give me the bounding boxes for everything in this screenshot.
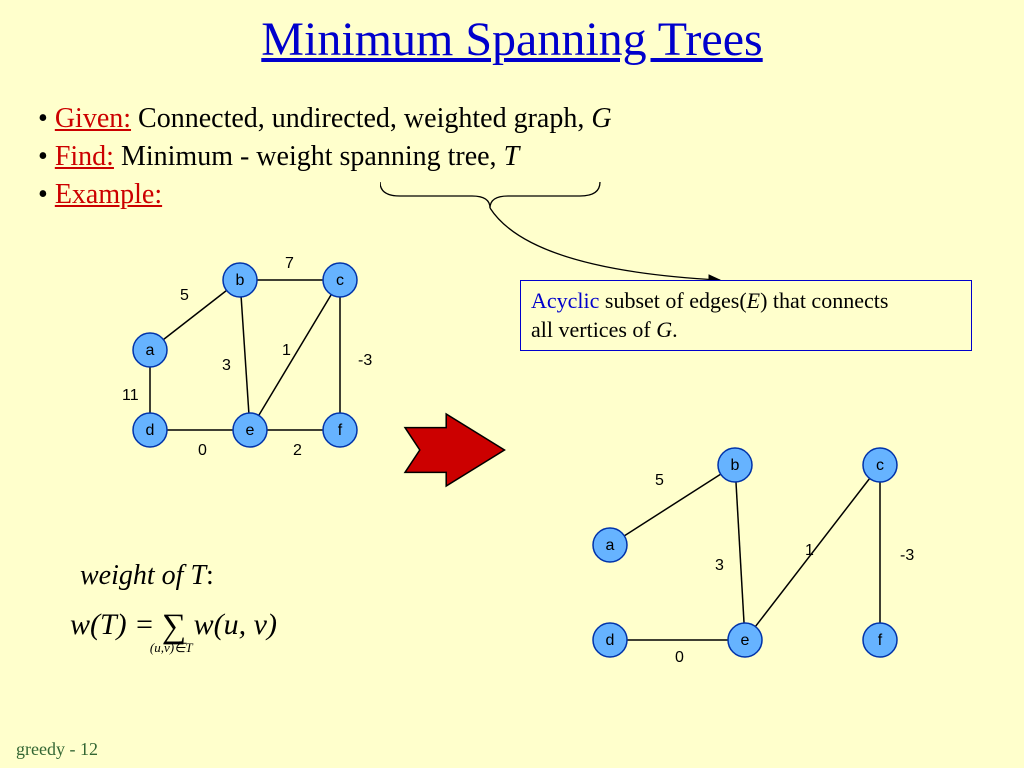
svg-text:e: e (246, 422, 255, 439)
example-label: Example: (55, 179, 162, 210)
slide-footer: greedy - 12 (16, 739, 98, 760)
bullet-dot: • (38, 141, 55, 172)
formula-rhs: w(u, v) (194, 608, 277, 641)
svg-text:e: e (741, 632, 750, 649)
svg-text:0: 0 (198, 442, 207, 459)
weight-colon: : (206, 560, 214, 591)
svg-text:b: b (731, 457, 740, 474)
formula: w(T) = ∑ (u,v)∈T w(u, v) (70, 608, 277, 646)
bullet-dot: • (38, 179, 55, 210)
svg-text:3: 3 (222, 357, 231, 374)
weight-prefix: weight of (80, 560, 190, 591)
given-label: Given: (55, 103, 131, 134)
caption-E: E (747, 288, 760, 313)
given-text: Connected, undirected, weighted graph, (138, 103, 591, 134)
caption-text1b: ) that connects (760, 288, 888, 313)
bullet-given: • Given: Connected, undirected, weighted… (38, 100, 612, 138)
graph-full: 5 7 11 3 1 -3 0 2 a b c d e f (110, 250, 430, 470)
caption-text2: all vertices of (531, 317, 656, 342)
svg-text:7: 7 (285, 255, 294, 272)
svg-text:c: c (876, 457, 884, 474)
svg-text:a: a (606, 537, 615, 554)
caption-acyclic: Acyclic (531, 288, 599, 313)
caption-G: G (656, 317, 672, 342)
svg-text:5: 5 (180, 287, 189, 304)
svg-text:-3: -3 (900, 547, 914, 564)
svg-text:11: 11 (122, 387, 139, 404)
svg-text:f: f (878, 632, 883, 649)
find-label: Find: (55, 141, 114, 172)
find-text: Minimum - weight spanning tree, (121, 141, 504, 172)
caption-period: . (672, 317, 678, 342)
svg-text:b: b (236, 272, 245, 289)
bullet-dot: • (38, 103, 55, 134)
svg-text:1: 1 (282, 342, 291, 359)
svg-text:3: 3 (715, 557, 724, 574)
svg-text:5: 5 (655, 472, 664, 489)
slide: Minimum Spanning Trees • Given: Connecte… (0, 0, 1024, 768)
svg-text:d: d (606, 632, 615, 649)
page-title: Minimum Spanning Trees (0, 12, 1024, 67)
formula-lhs: w(T) = (70, 608, 162, 641)
svg-text:f: f (338, 422, 343, 439)
given-var: G (591, 103, 611, 134)
svg-text:-3: -3 (358, 352, 372, 369)
find-var: T (504, 141, 520, 172)
caption-box: Acyclic subset of edges(E) that connects… (520, 280, 972, 351)
formula-sub: (u,v)∈T (150, 640, 193, 656)
weight-T: T (190, 560, 206, 591)
result-arrow-icon (400, 410, 510, 490)
svg-text:c: c (336, 272, 344, 289)
weight-label: weight of T: (80, 560, 214, 592)
graph-mst: 5 3 1 -3 0 a b c d e f (560, 430, 980, 680)
svg-text:1: 1 (805, 542, 814, 559)
svg-text:a: a (146, 342, 155, 359)
svg-text:2: 2 (293, 442, 302, 459)
svg-text:d: d (146, 422, 155, 439)
svg-text:0: 0 (675, 649, 684, 666)
caption-text1: subset of edges( (605, 288, 747, 313)
